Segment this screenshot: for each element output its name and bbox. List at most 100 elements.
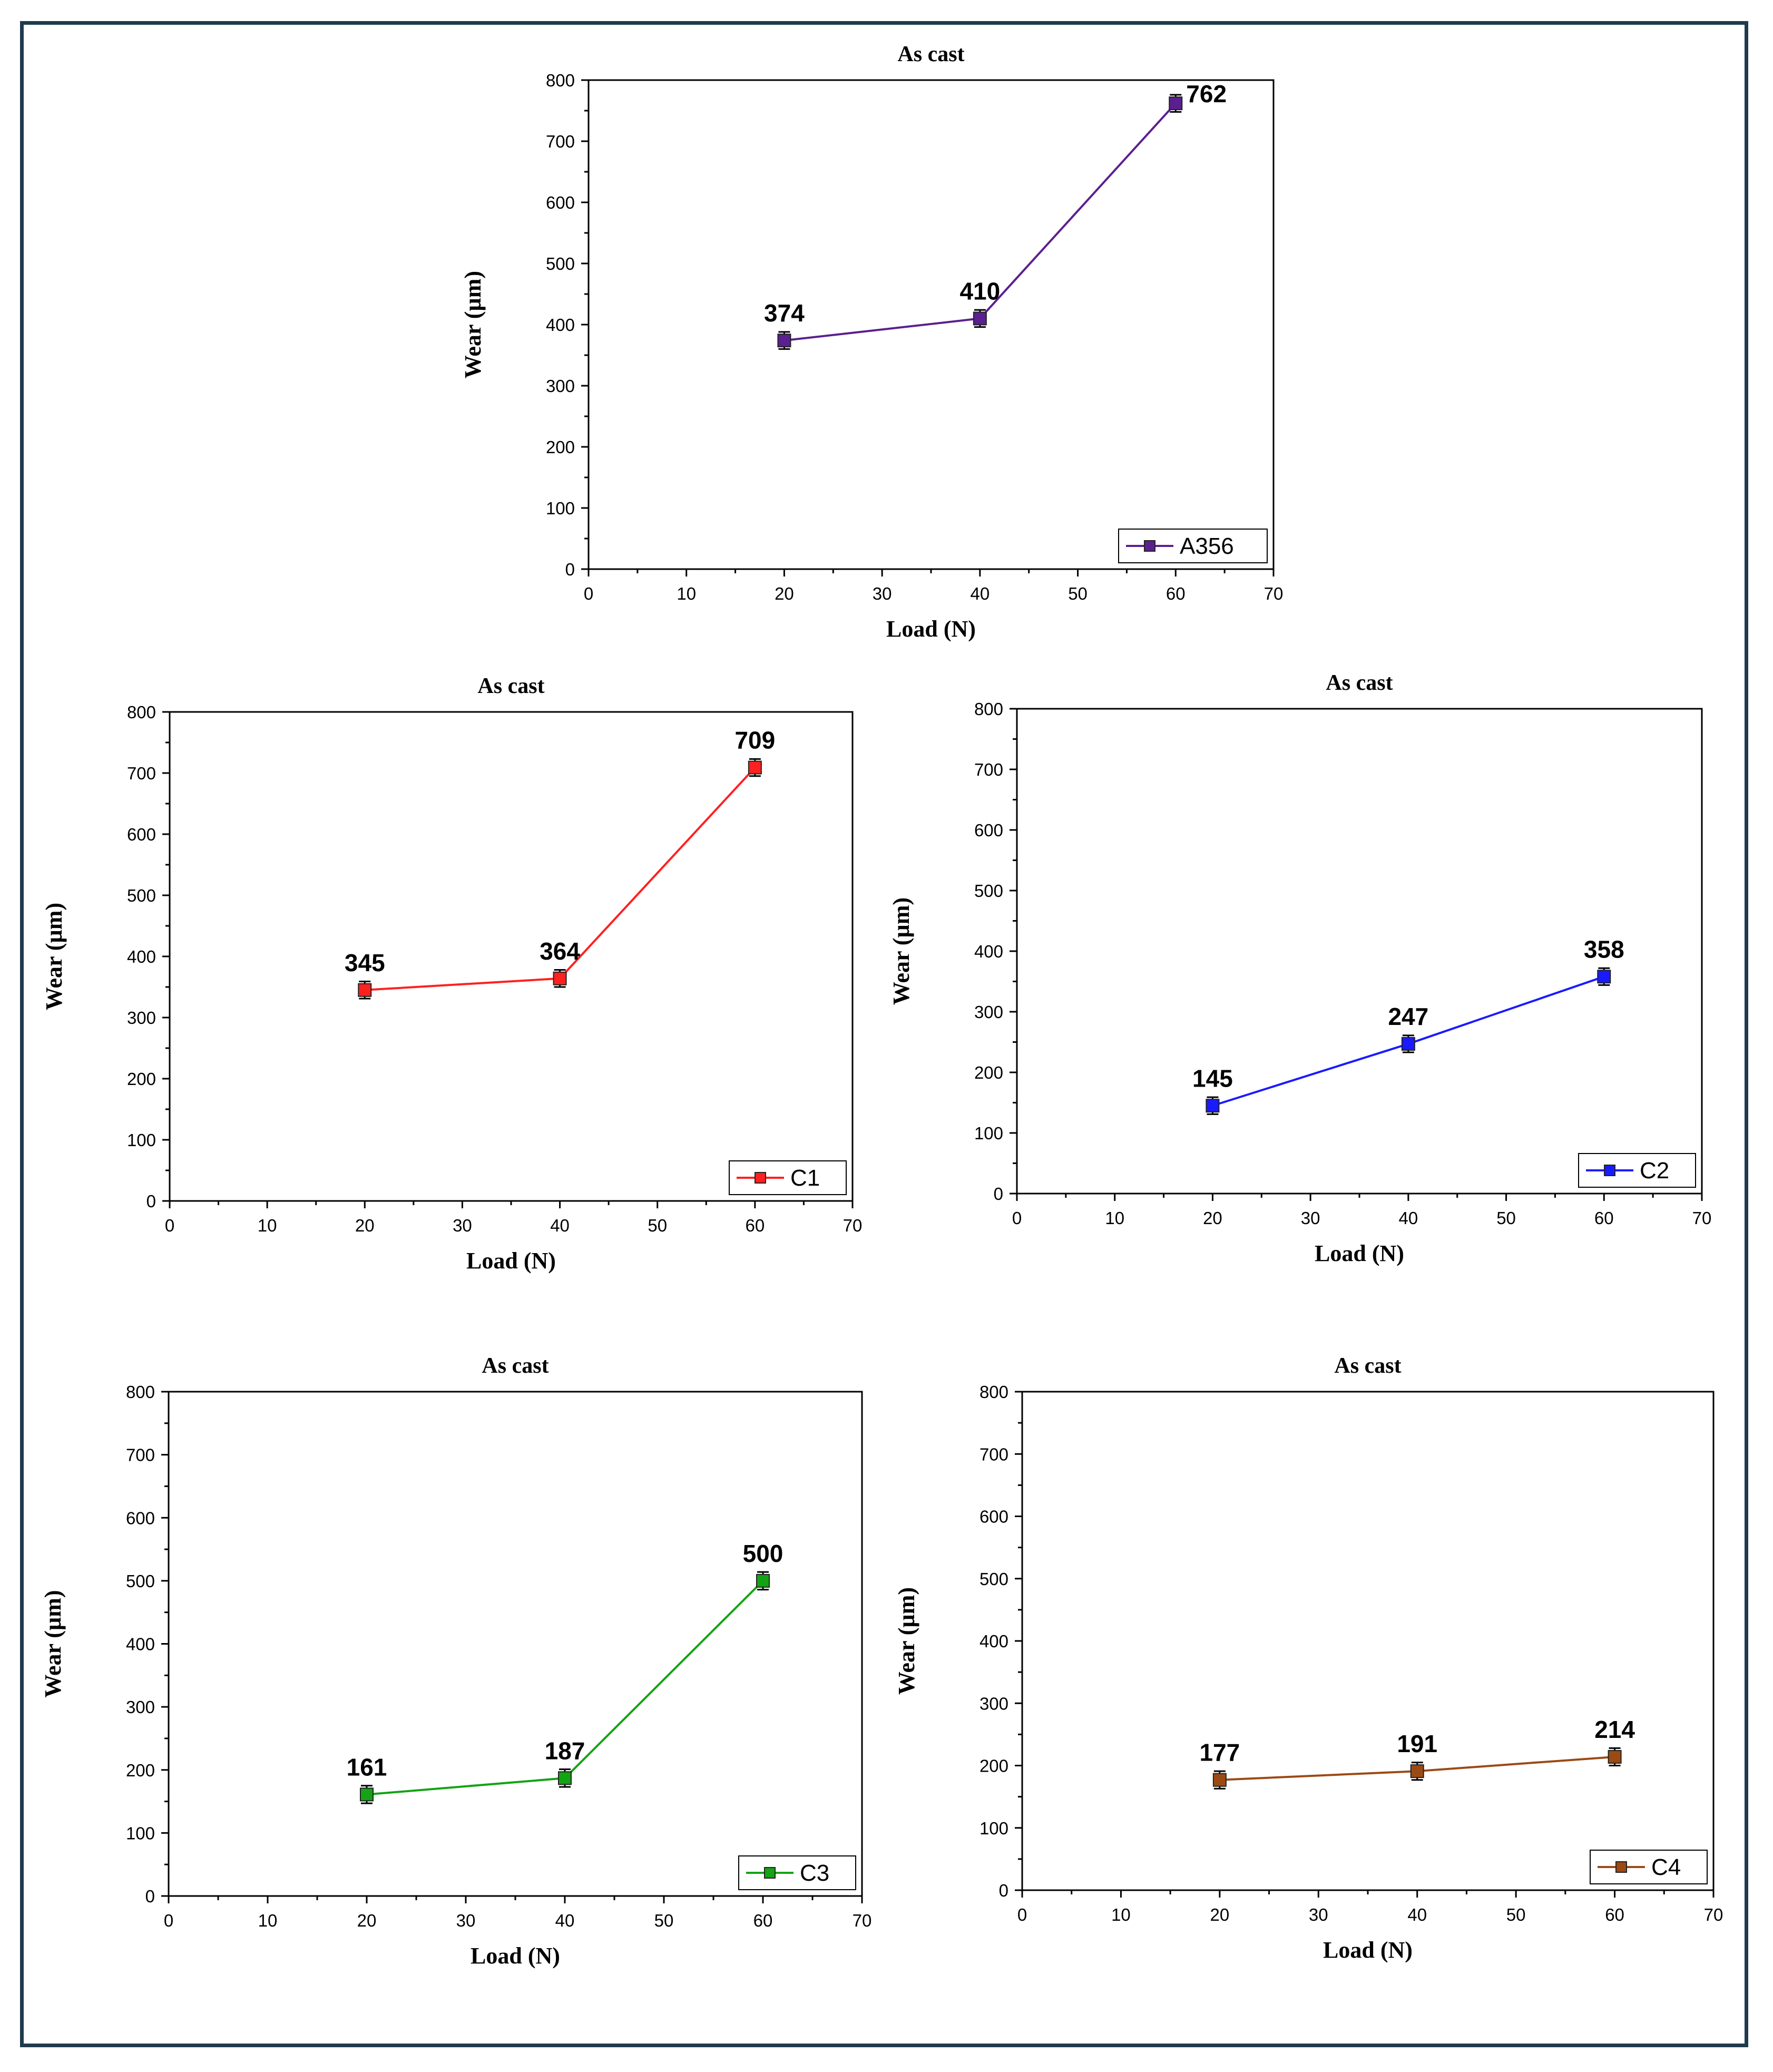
- y-tick-label: 0: [146, 1191, 156, 1211]
- y-tick-label: 200: [127, 1069, 156, 1089]
- x-tick-label: 60: [1166, 584, 1186, 603]
- legend-marker: [755, 1172, 766, 1184]
- y-tick-label: 200: [546, 437, 575, 457]
- x-tick-label: 50: [1506, 1905, 1526, 1924]
- x-tick-label: 40: [1407, 1905, 1427, 1924]
- y-tick-label: 200: [974, 1063, 1003, 1082]
- x-tick-label: 70: [1704, 1905, 1723, 1924]
- legend-marker: [1144, 540, 1155, 552]
- y-tick-label: 500: [126, 1571, 155, 1591]
- data-point: [358, 983, 372, 997]
- data-label: 374: [764, 299, 805, 327]
- x-tick-label: 70: [1264, 584, 1284, 603]
- x-tick-label: 0: [1012, 1208, 1022, 1228]
- y-tick-label: 300: [979, 1694, 1008, 1713]
- y-tick-label: 100: [127, 1130, 156, 1150]
- y-tick-label: 500: [979, 1569, 1008, 1589]
- legend-label: A356: [1180, 533, 1234, 559]
- y-tick-label: 0: [994, 1184, 1003, 1204]
- x-axis-label: Load (N): [466, 1248, 556, 1274]
- x-tick-label: 70: [1692, 1208, 1712, 1228]
- x-axis-label: Load (N): [1315, 1240, 1404, 1266]
- y-tick-label: 800: [546, 71, 575, 90]
- y-tick-label: 0: [999, 1881, 1008, 1900]
- legend-label: C2: [1640, 1158, 1669, 1184]
- legend-marker: [1615, 1861, 1627, 1873]
- x-tick-label: 20: [355, 1216, 375, 1235]
- x-tick-label: 60: [753, 1911, 773, 1930]
- x-tick-label: 40: [550, 1216, 570, 1235]
- data-label: 187: [545, 1737, 585, 1764]
- data-label: 161: [347, 1753, 387, 1781]
- y-tick-label: 0: [565, 560, 575, 579]
- x-tick-label: 20: [1203, 1208, 1222, 1228]
- y-tick-label: 100: [974, 1123, 1003, 1143]
- plot-frame: [1021, 1391, 1715, 1891]
- y-tick-label: 500: [127, 886, 156, 905]
- y-tick-label: 700: [974, 760, 1003, 779]
- data-label: 345: [345, 949, 385, 976]
- data-point: [777, 334, 791, 348]
- chart-title: As cast: [482, 1354, 548, 1378]
- x-tick-label: 30: [1301, 1208, 1320, 1228]
- x-axis-label: Load (N): [471, 1943, 560, 1969]
- y-tick-label: 300: [126, 1697, 155, 1717]
- y-tick-label: 100: [979, 1819, 1008, 1838]
- data-point: [973, 311, 987, 326]
- y-axis-label: Wear (µm): [888, 897, 914, 1005]
- y-tick-label: 800: [126, 1382, 155, 1402]
- x-tick-label: 60: [1605, 1905, 1624, 1924]
- x-tick-label: 30: [1309, 1905, 1328, 1924]
- y-axis-label: Wear (µm): [41, 903, 67, 1010]
- y-tick-label: 600: [546, 193, 575, 212]
- x-tick-label: 50: [648, 1216, 667, 1235]
- x-tick-label: 50: [1496, 1208, 1516, 1228]
- data-label: 364: [540, 937, 580, 965]
- x-tick-label: 40: [555, 1911, 575, 1930]
- data-label: 762: [1186, 80, 1227, 107]
- y-tick-label: 400: [974, 942, 1003, 961]
- data-point: [360, 1787, 374, 1802]
- data-point: [1410, 1764, 1424, 1778]
- data-label: 247: [1388, 1003, 1428, 1030]
- data-point: [1608, 1750, 1622, 1764]
- x-tick-label: 50: [654, 1911, 674, 1930]
- data-point: [748, 760, 762, 775]
- x-tick-label: 30: [873, 584, 892, 603]
- data-point: [558, 1771, 572, 1785]
- x-tick-label: 0: [165, 1216, 174, 1235]
- x-tick-label: 0: [1017, 1905, 1027, 1924]
- y-tick-label: 500: [546, 254, 575, 273]
- x-tick-label: 20: [357, 1911, 377, 1930]
- y-tick-label: 700: [126, 1445, 155, 1465]
- x-tick-label: 30: [453, 1216, 472, 1235]
- y-axis-label: Wear (µm): [460, 271, 486, 378]
- data-label: 177: [1199, 1739, 1240, 1766]
- y-tick-label: 700: [127, 764, 156, 783]
- x-tick-label: 10: [258, 1216, 277, 1235]
- series-line: [784, 102, 1177, 342]
- data-point: [1169, 96, 1183, 111]
- chart-title: As cast: [897, 42, 964, 66]
- x-tick-label: 20: [1210, 1905, 1229, 1924]
- data-point: [1212, 1773, 1227, 1787]
- y-tick-label: 300: [546, 376, 575, 396]
- legend-label: C4: [1651, 1854, 1681, 1880]
- y-tick-label: 400: [979, 1631, 1008, 1651]
- data-point: [1597, 970, 1611, 984]
- y-tick-label: 100: [546, 499, 575, 518]
- data-label: 191: [1397, 1730, 1437, 1757]
- x-tick-label: 30: [456, 1911, 476, 1930]
- y-tick-label: 400: [127, 947, 156, 966]
- data-point: [1401, 1037, 1415, 1051]
- data-label: 410: [959, 277, 1000, 305]
- legend-marker: [764, 1867, 776, 1879]
- x-tick-label: 0: [584, 584, 593, 603]
- x-tick-label: 10: [677, 584, 696, 603]
- x-axis-label: Load (N): [1323, 1937, 1413, 1963]
- x-tick-label: 50: [1068, 584, 1088, 603]
- y-tick-label: 400: [546, 315, 575, 335]
